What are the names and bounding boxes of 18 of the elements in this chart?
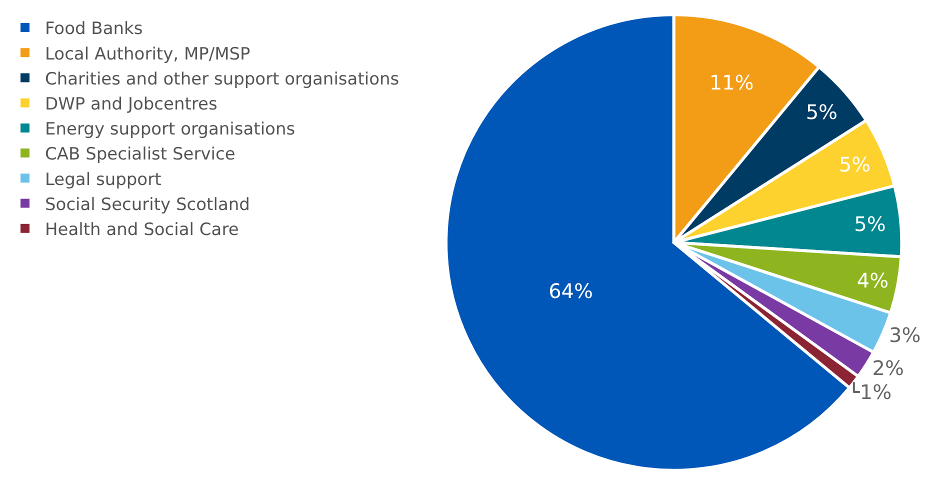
legend-label: Health and Social Care bbox=[45, 220, 239, 240]
legend-label: Local Authority, MP/MSP bbox=[45, 44, 250, 64]
legend-label: DWP and Jobcentres bbox=[45, 94, 218, 114]
legend-label: CAB Specialist Service bbox=[45, 144, 236, 165]
data-label: 64% bbox=[548, 279, 594, 304]
legend-label: Social Security Scotland bbox=[45, 194, 250, 215]
legend-label: Food Banks bbox=[45, 19, 143, 40]
legend-label: Energy support organisations bbox=[45, 120, 296, 140]
data-label: 5% bbox=[854, 212, 886, 236]
legend-label: Legal support bbox=[45, 170, 162, 190]
data-label: 5% bbox=[806, 100, 838, 124]
data-label: 5% bbox=[838, 152, 871, 176]
data-label: 11% bbox=[709, 70, 754, 94]
data-label: 1% bbox=[860, 380, 892, 404]
data-label: 4% bbox=[856, 268, 889, 292]
data-label: 2% bbox=[872, 356, 904, 380]
data-label: 3% bbox=[888, 322, 921, 347]
legend-label: Charities and other support organisations bbox=[45, 69, 400, 90]
